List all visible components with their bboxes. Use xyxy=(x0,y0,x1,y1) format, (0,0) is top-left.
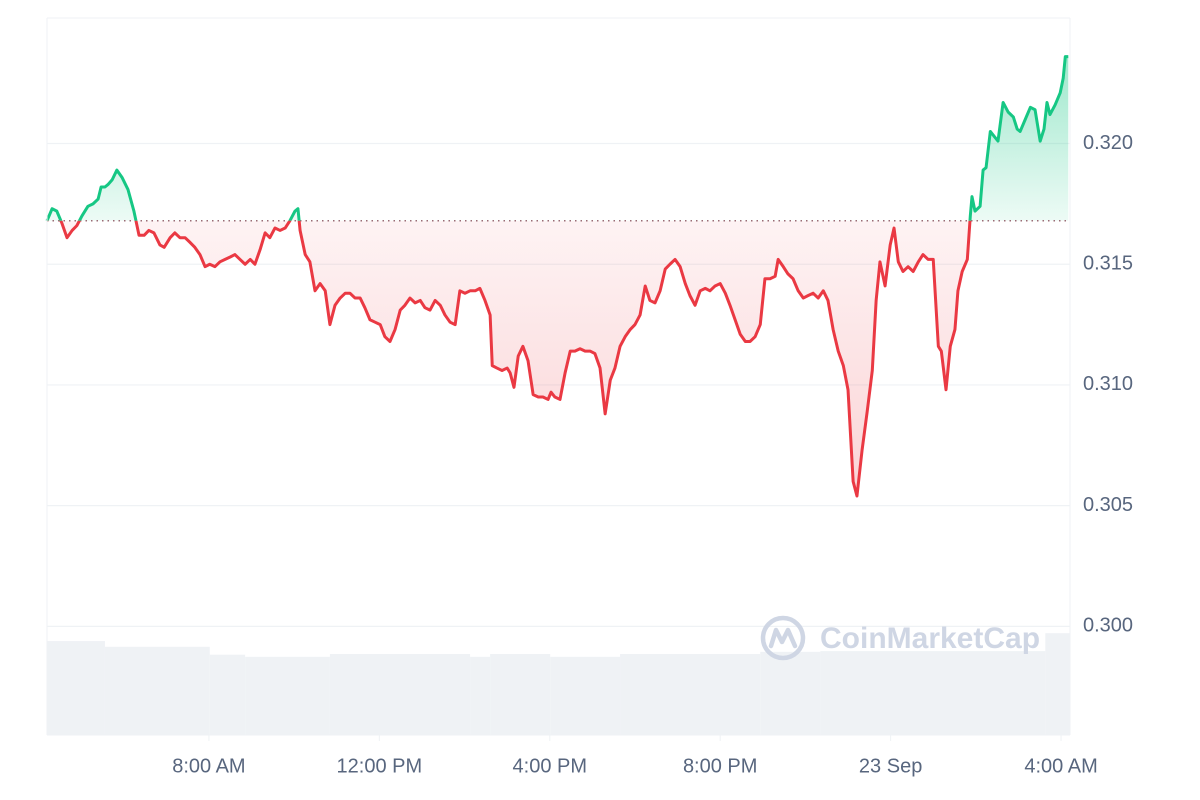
volume-bar xyxy=(550,656,621,735)
x-tick-label: 12:00 PM xyxy=(337,755,423,777)
x-tick-label: 4:00 AM xyxy=(1024,755,1097,777)
x-tick-label: 8:00 PM xyxy=(683,755,757,777)
volume-bar xyxy=(470,656,491,735)
volume-bar xyxy=(620,653,761,735)
watermark-logo xyxy=(760,615,806,661)
y-tick-label: 0.305 xyxy=(1083,494,1133,516)
volume-bar xyxy=(104,646,210,735)
y-tick-label: 0.315 xyxy=(1083,253,1133,275)
volume-bar xyxy=(1045,633,1070,735)
y-tick-label: 0.320 xyxy=(1083,132,1133,154)
volume-bar xyxy=(209,654,246,735)
watermark: CoinMarketCap xyxy=(820,622,1040,655)
x-tick-label: 4:00 PM xyxy=(513,755,587,777)
volume-bar xyxy=(760,651,821,735)
volume-bar xyxy=(490,653,551,735)
x-tick-label: 23 Sep xyxy=(859,755,922,777)
volume-bar xyxy=(47,641,105,735)
volume-bar xyxy=(820,651,1046,735)
area-down xyxy=(47,220,1069,496)
x-tick-label: 8:00 AM xyxy=(172,755,245,777)
volume-bar xyxy=(329,653,471,735)
price-line-down xyxy=(46,220,972,498)
volume-bar xyxy=(245,656,330,735)
y-tick-label: 0.310 xyxy=(1083,373,1133,395)
y-tick-label: 0.300 xyxy=(1083,615,1133,637)
